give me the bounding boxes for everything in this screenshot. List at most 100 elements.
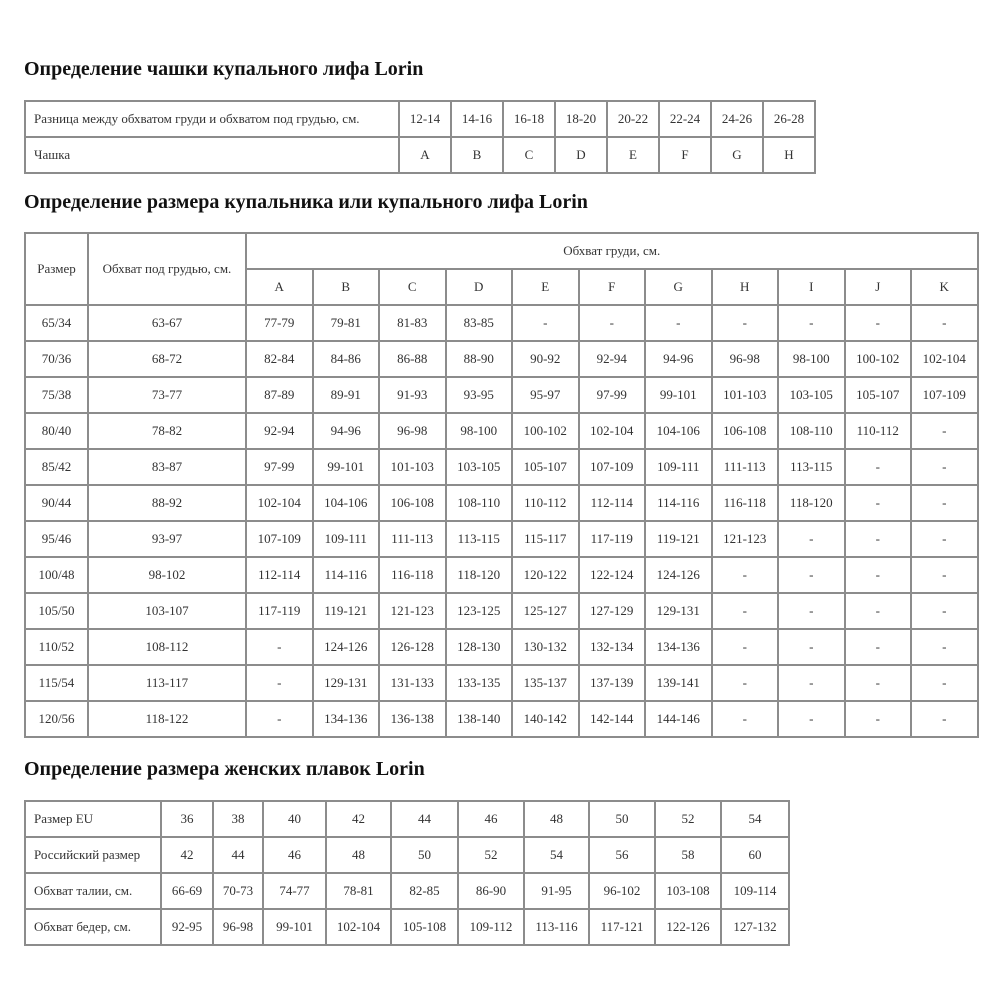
table-row: 105/50 103-107 117-119 119-121 121-123 123-12…: [24, 592, 979, 630]
table-cell: H: [762, 136, 816, 174]
table-cell: 133-135: [444, 664, 513, 702]
table-cell: 22-24: [658, 100, 712, 138]
table-cell: 86-88: [378, 340, 447, 378]
table-cell: -: [843, 700, 912, 738]
row-label: Обхват бедер, см.: [24, 908, 162, 946]
table-cell: -: [910, 412, 979, 450]
table-cell: 92-94: [245, 412, 314, 450]
size-cell: 120/56: [24, 700, 89, 738]
table-cell: 96-98: [378, 412, 447, 450]
table-cell: 111-113: [710, 448, 779, 486]
table-cell: 18-20: [554, 100, 608, 138]
header-cup: D: [444, 268, 513, 306]
size-cell: 90/44: [24, 484, 89, 522]
table-cell: 139-141: [644, 664, 713, 702]
table-cell: 26-28: [762, 100, 816, 138]
table-cell: 136-138: [378, 700, 447, 738]
table-cell: -: [777, 700, 846, 738]
table-row: 65/34 63-67 77-79 79-81 81-83 83-85- - - - - - -: [24, 304, 979, 342]
table-cell: -: [710, 592, 779, 630]
table-cell: 109-111: [644, 448, 713, 486]
table-cell: 52: [457, 836, 525, 874]
table-cell: 132-134: [577, 628, 646, 666]
table-cell: 98-100: [444, 412, 513, 450]
table-cell: -: [843, 520, 912, 558]
table-cell: 54: [523, 836, 590, 874]
table-cell: 118-120: [777, 484, 846, 522]
table-cell: 54: [720, 800, 790, 838]
table-cell: 101-103: [378, 448, 447, 486]
size-cell: 95/46: [24, 520, 89, 558]
table-cell: -: [910, 592, 979, 630]
table-cell: 77-79: [245, 304, 314, 342]
table-cell: 107-109: [245, 520, 314, 558]
table-cell: 60: [720, 836, 790, 874]
table-cell: 107-109: [910, 376, 979, 414]
table-cell: -: [644, 304, 713, 342]
bra-size-table: Размер Обхват под грудью, см. Обхват груди…: [24, 232, 979, 738]
table-row: 90/44 88-92 102-104 104-106 106-108 108-110 11…: [24, 484, 979, 522]
size-cell: 80/40: [24, 412, 89, 450]
table-row: 110/52 108-112-124-126 126-128 128-130 130-1…: [24, 628, 979, 666]
table-cell: 96-98: [710, 340, 779, 378]
cup-section-title: Определение чашки купального лифа Lorin: [24, 58, 424, 80]
table-cell: 131-133: [378, 664, 447, 702]
table-cell: 124-126: [644, 556, 713, 594]
table-row: 100/48 98-102 112-114 114-116 116-118 118-120…: [24, 556, 979, 594]
table-cell: 48: [325, 836, 392, 874]
briefs-section-title: Определение размера женских плавок Lorin: [24, 758, 425, 780]
table-cell: 113-115: [777, 448, 846, 486]
table-cell: 84-86: [311, 340, 380, 378]
table-cell: 98-100: [777, 340, 846, 378]
table-cell: -: [777, 304, 846, 342]
table-cell: 140-142: [511, 700, 580, 738]
table-cell: 58: [654, 836, 722, 874]
table-cell: F: [658, 136, 712, 174]
bra-section-title: Определение размера купальника или купал…: [24, 191, 588, 213]
table-cell: 42: [325, 800, 392, 838]
table-cell: 14-16: [450, 100, 504, 138]
table-cell: 100-102: [843, 340, 912, 378]
table-cell: 87-89: [245, 376, 314, 414]
table-cell: -: [910, 664, 979, 702]
table-cell: -: [710, 304, 779, 342]
table-cell: 106-108: [710, 412, 779, 450]
table-cell: -: [245, 700, 314, 738]
table-cell: 127-132: [720, 908, 790, 946]
table-cell: -: [843, 304, 912, 342]
table-cell: 101-103: [710, 376, 779, 414]
table-cell: -: [843, 592, 912, 630]
cup-table: Разница между обхватом груди и обхватом …: [24, 100, 816, 174]
size-cell: 100/48: [24, 556, 89, 594]
table-cell: 91-93: [378, 376, 447, 414]
table-row: 120/56 118-122-134-136 136-138 138-140 140-1…: [24, 700, 979, 738]
table-cell: 103-105: [444, 448, 513, 486]
table-cell: B: [450, 136, 504, 174]
table-cell: 102-104: [577, 412, 646, 450]
table-cell: -: [910, 484, 979, 522]
table-cell: 116-118: [378, 556, 447, 594]
table-cell: -: [843, 628, 912, 666]
table-cell: 88-90: [444, 340, 513, 378]
table-cell: 113-116: [523, 908, 590, 946]
table-cell: 110-112: [843, 412, 912, 450]
table-cell: 109-114: [720, 872, 790, 910]
table-row: Российский размер 42 44 46 48 50 52 54 56 58 60: [24, 836, 790, 874]
table-cell: 112-114: [245, 556, 314, 594]
header-bust: Обхват груди, см.: [245, 232, 979, 270]
table-row: 70/36 68-72 82-84 84-86 86-88 88-90 90-92 92-94…: [24, 340, 979, 378]
table-cell: -: [777, 556, 846, 594]
table-cell: 116-118: [710, 484, 779, 522]
table-cell: 93-95: [444, 376, 513, 414]
underbust-cell: 73-77: [87, 376, 247, 414]
table-cell: 97-99: [245, 448, 314, 486]
table-cell: 96-98: [212, 908, 264, 946]
size-cell: 85/42: [24, 448, 89, 486]
header-cup: F: [577, 268, 646, 306]
table-row: 75/38 73-77 87-89 89-91 91-93 93-95 95-97 97-99…: [24, 376, 979, 414]
table-cell: 102-104: [325, 908, 392, 946]
size-cell: 105/50: [24, 592, 89, 630]
underbust-cell: 83-87: [87, 448, 247, 486]
header-cup: H: [710, 268, 779, 306]
underbust-cell: 88-92: [87, 484, 247, 522]
